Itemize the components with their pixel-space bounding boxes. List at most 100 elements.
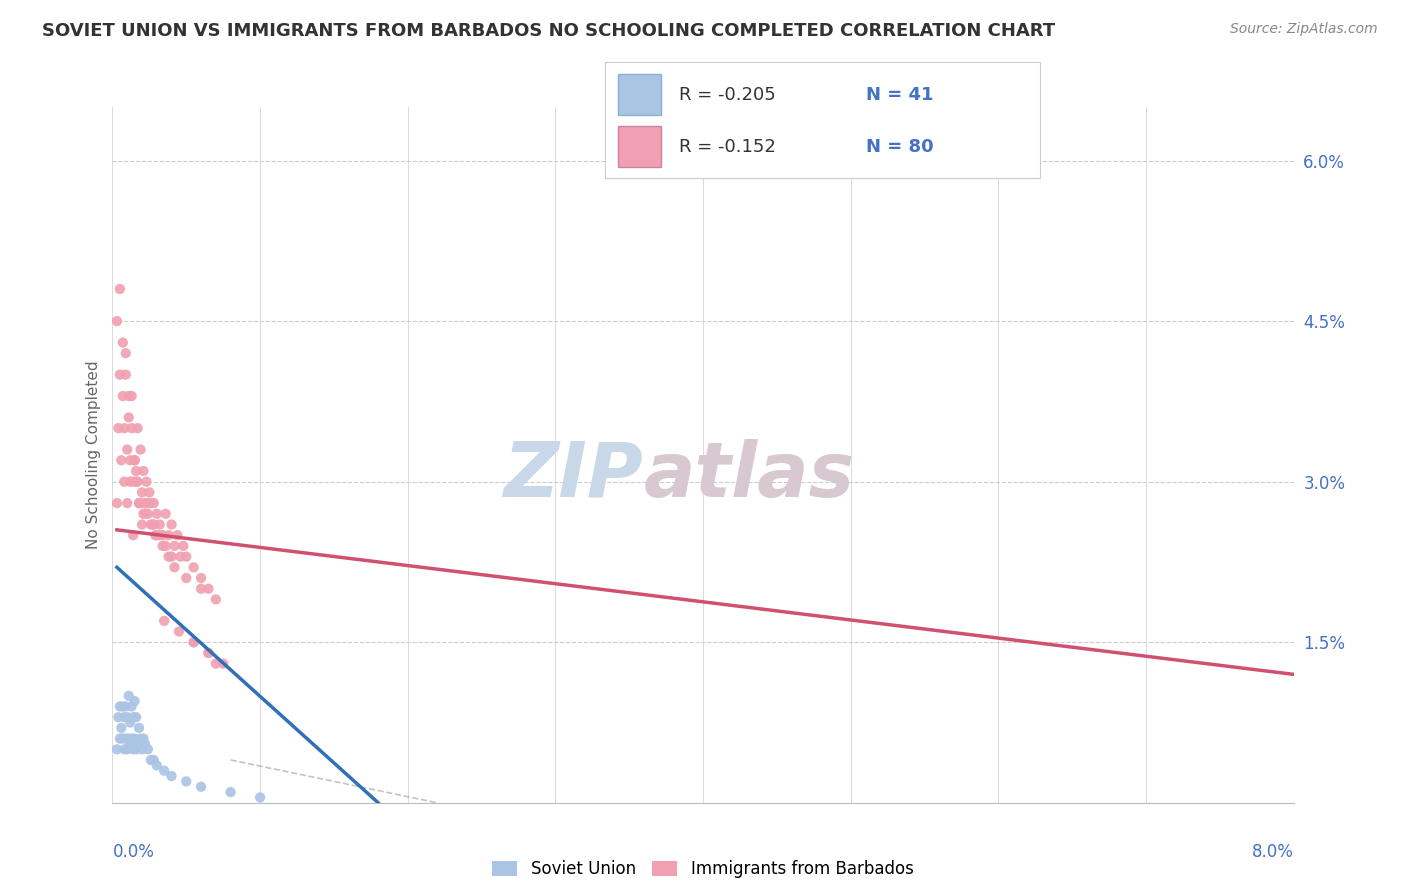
Point — [108, 731, 131, 746]
Point — [111, 699, 134, 714]
Point — [249, 790, 271, 805]
Point — [132, 507, 155, 521]
Point — [132, 731, 155, 746]
Point — [124, 453, 146, 467]
Point — [105, 496, 128, 510]
Point — [136, 496, 159, 510]
Point — [125, 710, 148, 724]
Point — [153, 764, 176, 778]
Point — [139, 517, 162, 532]
Point — [160, 517, 183, 532]
Point — [163, 560, 186, 574]
Point — [205, 657, 228, 671]
Point — [142, 496, 165, 510]
Point — [169, 549, 191, 564]
Point — [131, 517, 153, 532]
Point — [135, 475, 157, 489]
Point — [124, 453, 146, 467]
Point — [107, 421, 129, 435]
Point — [129, 731, 152, 746]
Point — [117, 496, 138, 510]
Point — [157, 528, 180, 542]
Point — [118, 410, 141, 425]
Point — [183, 560, 205, 574]
Point — [110, 453, 132, 467]
Point — [105, 742, 128, 756]
Point — [212, 657, 235, 671]
Point — [114, 346, 136, 360]
Point — [122, 742, 145, 756]
Point — [134, 507, 156, 521]
Point — [139, 753, 162, 767]
Point — [120, 475, 142, 489]
Point — [152, 539, 174, 553]
Point — [134, 496, 156, 510]
Point — [105, 314, 128, 328]
Text: R = -0.205: R = -0.205 — [679, 86, 776, 103]
Point — [122, 710, 145, 724]
Point — [190, 582, 212, 596]
Point — [114, 699, 136, 714]
Point — [190, 780, 212, 794]
Text: atlas: atlas — [644, 439, 855, 513]
Point — [127, 421, 149, 435]
Point — [111, 389, 134, 403]
Point — [190, 571, 212, 585]
Point — [174, 549, 197, 564]
Point — [141, 517, 163, 532]
Point — [136, 742, 159, 756]
Point — [129, 442, 152, 457]
Point — [117, 742, 138, 756]
Point — [183, 635, 205, 649]
Point — [112, 421, 135, 435]
Point — [125, 475, 148, 489]
Point — [197, 646, 219, 660]
Point — [121, 699, 143, 714]
Text: ZIP: ZIP — [505, 439, 644, 513]
Point — [127, 737, 149, 751]
Point — [138, 485, 160, 500]
Point — [163, 539, 186, 553]
Point — [205, 592, 228, 607]
Point — [139, 496, 162, 510]
Point — [124, 694, 146, 708]
Point — [111, 335, 134, 350]
Point — [117, 710, 138, 724]
Point — [167, 624, 190, 639]
Point — [160, 769, 183, 783]
Point — [131, 485, 153, 500]
Text: SOVIET UNION VS IMMIGRANTS FROM BARBADOS NO SCHOOLING COMPLETED CORRELATION CHAR: SOVIET UNION VS IMMIGRANTS FROM BARBADOS… — [42, 22, 1056, 40]
Point — [155, 507, 177, 521]
Point — [146, 758, 169, 772]
Point — [107, 710, 129, 724]
Point — [108, 699, 131, 714]
Text: 0.0%: 0.0% — [112, 843, 155, 861]
Legend: Soviet Union, Immigrants from Barbados: Soviet Union, Immigrants from Barbados — [485, 854, 921, 885]
Text: N = 80: N = 80 — [866, 138, 934, 156]
Point — [146, 528, 169, 542]
Point — [149, 517, 172, 532]
Point — [142, 753, 165, 767]
Point — [114, 731, 136, 746]
Point — [166, 528, 188, 542]
Text: N = 41: N = 41 — [866, 86, 934, 103]
Text: 8.0%: 8.0% — [1251, 843, 1294, 861]
Point — [136, 507, 159, 521]
Point — [122, 475, 145, 489]
Point — [125, 742, 148, 756]
Point — [121, 731, 143, 746]
Point — [197, 646, 219, 660]
Point — [118, 689, 141, 703]
Point — [128, 496, 150, 510]
Point — [172, 539, 194, 553]
Point — [121, 389, 143, 403]
Point — [174, 774, 197, 789]
Text: Source: ZipAtlas.com: Source: ZipAtlas.com — [1230, 22, 1378, 37]
Point — [111, 731, 134, 746]
Point — [183, 635, 205, 649]
Point — [110, 721, 132, 735]
Point — [112, 475, 135, 489]
Point — [219, 785, 242, 799]
Point — [120, 453, 142, 467]
Point — [152, 528, 174, 542]
